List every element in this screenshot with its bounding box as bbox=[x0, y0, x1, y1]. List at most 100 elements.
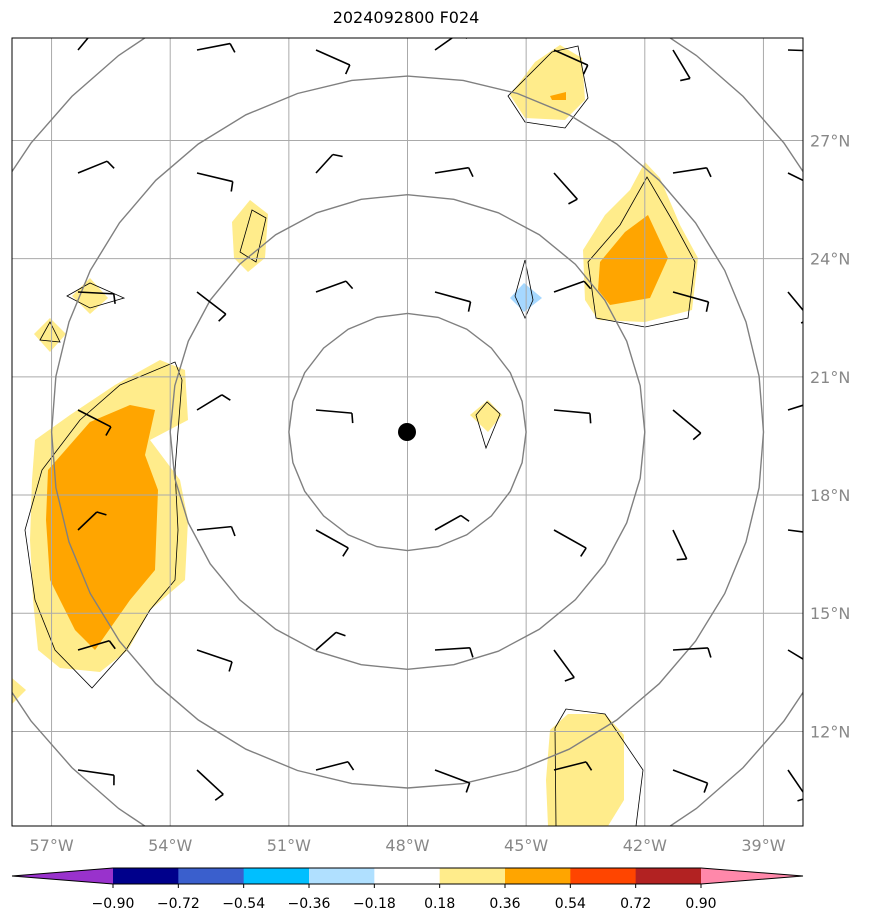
wind-barb bbox=[553, 172, 578, 205]
colorbar-segment bbox=[178, 868, 245, 884]
lat-tick-label: 21°N bbox=[810, 368, 850, 387]
wind-barb bbox=[315, 153, 343, 174]
colorbar-tick-label: 0.72 bbox=[620, 896, 651, 912]
wind-barb bbox=[787, 649, 803, 661]
wind-barb bbox=[315, 280, 354, 293]
colorbar-segment bbox=[570, 868, 637, 884]
wind-barb bbox=[315, 631, 346, 651]
colorbar-over bbox=[701, 868, 803, 884]
wind-barb bbox=[434, 769, 471, 793]
shade-left-core bbox=[46, 405, 158, 650]
lon-tick-label: 48°W bbox=[385, 836, 429, 855]
shade-top-core bbox=[550, 92, 566, 100]
lon-tick-labels: 57°W 54°W 51°W 48°W 45°W 42°W 39°W bbox=[29, 836, 785, 855]
shade-bottom bbox=[546, 714, 624, 826]
lon-tick-label: 42°W bbox=[623, 836, 667, 855]
range-ring-1 bbox=[288, 312, 527, 552]
wind-barb bbox=[553, 761, 593, 771]
wind-barb bbox=[434, 647, 474, 658]
wind-barb bbox=[315, 760, 355, 771]
lat-tick-label: 15°N bbox=[810, 604, 850, 623]
wind-barb bbox=[196, 394, 231, 411]
wind-barb bbox=[196, 172, 234, 192]
lat-tick-label: 24°N bbox=[810, 250, 850, 269]
range-ring-3 bbox=[50, 75, 765, 789]
storm-center-marker bbox=[398, 423, 416, 441]
wind-barb bbox=[434, 514, 470, 531]
wind-barb bbox=[672, 769, 709, 793]
wind-barb bbox=[315, 529, 349, 557]
colorbar: −0.90 −0.72 −0.54 −0.36 −0.18 0.18 0.36 0.54 0.7… bbox=[11, 867, 804, 912]
wind-barb bbox=[787, 291, 803, 324]
shade-far-left bbox=[12, 678, 26, 704]
lon-tick-label: 54°W bbox=[148, 836, 192, 855]
wind-barb bbox=[553, 409, 592, 424]
lat-tick-label: 18°N bbox=[810, 486, 850, 505]
wind-barb bbox=[77, 291, 116, 304]
wind-barb bbox=[787, 529, 803, 533]
colorbar-tick-label: −0.18 bbox=[353, 896, 396, 912]
colorbar-tick-label: 0.90 bbox=[685, 896, 716, 912]
lon-tick-label: 45°W bbox=[504, 836, 548, 855]
wind-barb bbox=[787, 404, 803, 411]
wind-barb bbox=[77, 511, 107, 531]
range-ring-2 bbox=[169, 193, 646, 671]
wind-barb bbox=[553, 49, 589, 75]
wind-barb bbox=[672, 167, 712, 178]
colorbar-segment bbox=[309, 868, 375, 884]
lon-tick-label: 57°W bbox=[29, 836, 73, 855]
colorbar-segment bbox=[374, 868, 441, 884]
colorbar-tick-label: 0.54 bbox=[555, 896, 586, 912]
wind-barb bbox=[672, 49, 691, 82]
colorbar-segment bbox=[439, 868, 506, 884]
colorbar-segment bbox=[243, 868, 310, 884]
wind-barb bbox=[672, 647, 712, 658]
wind-barb bbox=[434, 166, 474, 178]
wind-barb bbox=[196, 291, 227, 322]
lat-tick-label: 27°N bbox=[810, 131, 850, 150]
shade-center bbox=[470, 400, 502, 432]
wind-barb bbox=[787, 49, 803, 52]
colorbar-tick-label: −0.36 bbox=[288, 896, 331, 912]
wind-barb bbox=[77, 38, 90, 51]
wind-barb bbox=[787, 172, 803, 182]
colorbar-under bbox=[12, 868, 113, 884]
colorbar-tick-label: −0.54 bbox=[222, 896, 265, 912]
wind-barb bbox=[434, 291, 472, 312]
shaded-fields bbox=[12, 45, 698, 826]
shade-left-small-1 bbox=[34, 318, 66, 352]
wind-barb bbox=[787, 769, 803, 802]
colorbar-tick-label: 0.18 bbox=[424, 896, 455, 912]
wind-barb bbox=[77, 409, 112, 436]
wind-barb bbox=[553, 649, 575, 682]
wind-barb bbox=[196, 525, 236, 537]
map-title: 2024092800 F024 bbox=[332, 8, 480, 27]
lon-tick-label: 51°W bbox=[267, 836, 311, 855]
wind-barb bbox=[315, 49, 351, 75]
lon-tick-label: 39°W bbox=[741, 836, 785, 855]
wind-barb bbox=[196, 42, 236, 53]
wind-barb bbox=[315, 409, 354, 424]
wind-barb bbox=[77, 160, 115, 174]
wind-barb bbox=[553, 529, 587, 557]
colorbar-segment bbox=[113, 868, 179, 884]
wind-barb bbox=[672, 529, 688, 561]
shade-right-core bbox=[598, 215, 668, 305]
wind-barb bbox=[434, 38, 468, 51]
wind-barb bbox=[553, 280, 592, 293]
shade-top bbox=[510, 45, 585, 120]
colorbar-tick-label: 0.36 bbox=[489, 896, 520, 912]
lat-tick-label: 12°N bbox=[810, 722, 850, 741]
colorbar-tick-label: −0.72 bbox=[157, 896, 200, 912]
wind-barb bbox=[672, 291, 710, 312]
colorbar-segment bbox=[635, 868, 702, 884]
shade-upper-left bbox=[232, 200, 268, 272]
wind-barb bbox=[672, 409, 702, 441]
colorbar-segment bbox=[505, 868, 571, 884]
wind-barb bbox=[196, 769, 224, 801]
wind-barb bbox=[77, 639, 116, 651]
wind-barbs bbox=[77, 38, 803, 802]
wind-barb bbox=[196, 649, 233, 672]
